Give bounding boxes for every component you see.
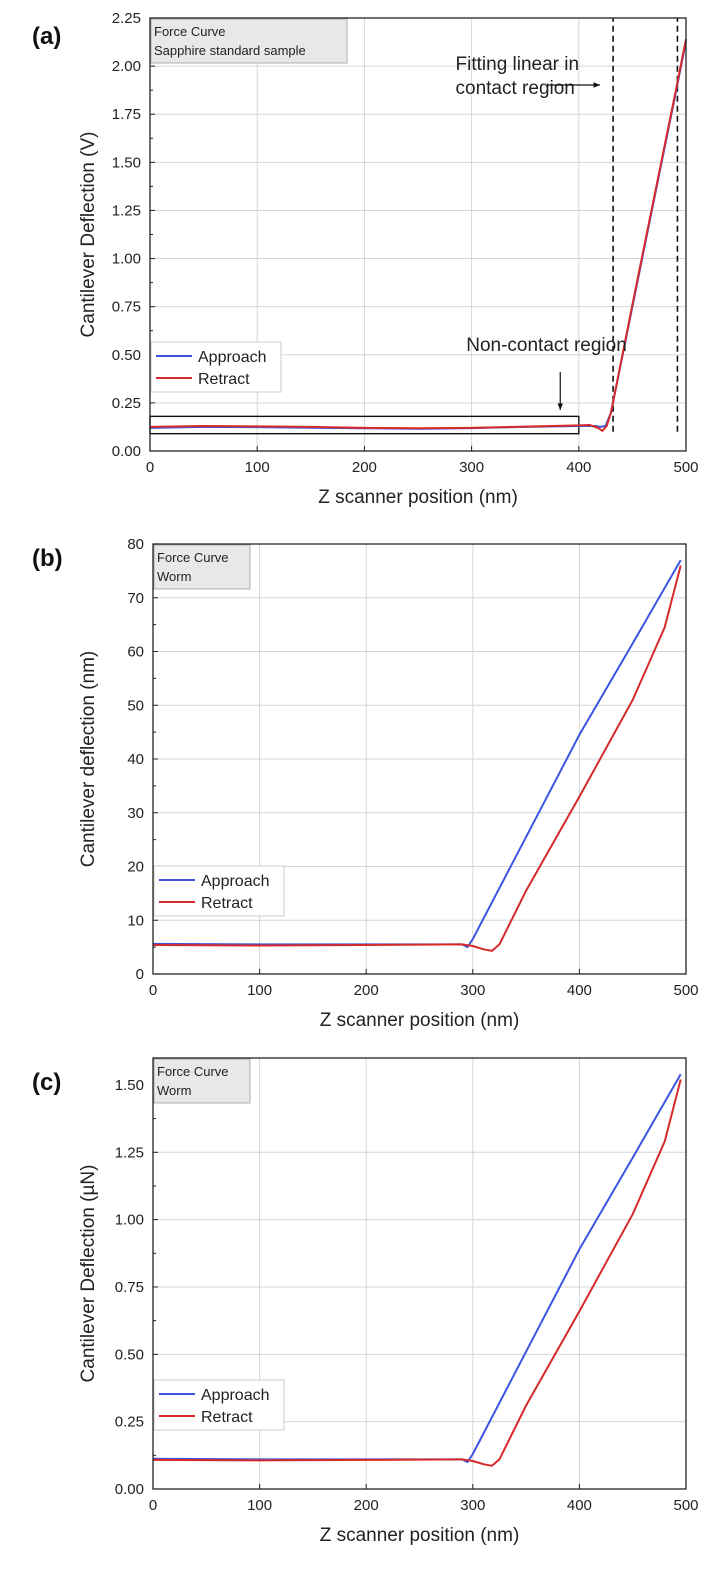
y-tick-label: 2.25 [112, 10, 141, 27]
legend-label: Retract [201, 895, 253, 912]
title-box-line: Worm [157, 1083, 191, 1098]
x-tick-label: 100 [245, 459, 270, 476]
y-axis-title: Cantilever Deflection (µN) [78, 1165, 99, 1383]
x-tick-label: 400 [567, 1497, 592, 1514]
y-tick-label: 80 [127, 536, 144, 553]
title-box-line: Sapphire standard sample [154, 43, 306, 58]
x-tick-label: 0 [149, 982, 157, 999]
title-box-line: Worm [157, 569, 191, 584]
title-box [153, 544, 251, 590]
series-line-retract [152, 1079, 682, 1467]
x-tick-label: 500 [673, 459, 698, 476]
y-tick-label: 1.00 [112, 251, 141, 268]
panel-label: (a) [32, 23, 61, 50]
y-axis-title: Cantilever deflection (nm) [78, 651, 99, 867]
y-tick-label: 0.25 [115, 1414, 144, 1431]
y-tick-label: 1.00 [115, 1212, 144, 1229]
title-box-line: Force Curve [157, 1064, 229, 1079]
title-box-line: Force Curve [157, 550, 229, 565]
annotation-text: Fitting linear in [456, 54, 580, 75]
x-tick-label: 300 [460, 982, 485, 999]
y-tick-label: 0.50 [112, 347, 141, 364]
chart-panel-a: (a) 0 100 200 300 400 500 0.00 0.25 0.50 0.75 1.00 1… [32, 10, 699, 508]
y-tick-label: 1.25 [115, 1144, 144, 1161]
y-tick-label: 0.50 [115, 1346, 144, 1363]
x-tick-label: 0 [146, 459, 154, 476]
x-axis-title: Z scanner position (nm) [320, 1525, 520, 1546]
annotation-text: Non-contact region [466, 335, 627, 356]
title-box [150, 18, 348, 64]
x-tick-label: 500 [673, 1497, 698, 1514]
x-tick-label: 100 [247, 1497, 272, 1514]
title-box [153, 1058, 251, 1104]
y-tick-label: 2.00 [112, 58, 141, 75]
x-tick-label: 300 [459, 459, 484, 476]
x-tick-label: 500 [673, 982, 698, 999]
annotation-text: contact region [456, 78, 575, 99]
y-axis-title: Cantilever Deflection (V) [78, 132, 99, 338]
y-tick-label: 0.00 [112, 443, 141, 460]
y-tick-label: 50 [127, 697, 144, 714]
y-tick-label: 1.50 [115, 1077, 144, 1094]
arrow-head-icon [557, 403, 563, 410]
plot-frame [152, 1057, 687, 1490]
x-tick-label: 400 [566, 459, 591, 476]
plot-frame [149, 17, 687, 452]
legend-box [153, 865, 285, 917]
y-tick-label: 30 [127, 805, 144, 822]
x-tick-label: 400 [567, 982, 592, 999]
y-tick-label: 10 [127, 912, 144, 929]
y-tick-label: 1.50 [112, 154, 141, 171]
plot-frame [152, 543, 687, 975]
y-tick-label: 1.75 [112, 106, 141, 123]
y-tick-label: 0.75 [112, 299, 141, 316]
x-tick-label: 200 [354, 982, 379, 999]
y-tick-label: 70 [127, 590, 144, 607]
legend-label: Retract [198, 371, 250, 388]
x-tick-label: 200 [352, 459, 377, 476]
y-tick-label: 0 [136, 966, 144, 983]
series-line-retract [149, 39, 687, 432]
legend-box [150, 341, 282, 393]
legend-label: Approach [201, 1387, 270, 1404]
y-tick-label: 0.00 [115, 1481, 144, 1498]
legend-box [153, 1379, 285, 1431]
panel-label: (c) [32, 1069, 61, 1096]
x-tick-label: 0 [149, 1497, 157, 1514]
x-tick-label: 300 [460, 1497, 485, 1514]
x-tick-label: 200 [354, 1497, 379, 1514]
title-box-line: Force Curve [154, 24, 226, 39]
legend-label: Retract [201, 1409, 253, 1426]
chart-panel-c: (c) 0 100 200 300 400 500 0.00 0.25 0.50 0.75 1.00 1… [32, 1057, 699, 1546]
arrow-head-icon [593, 82, 600, 88]
y-tick-label: 0.25 [112, 395, 141, 412]
panel-label: (b) [32, 545, 63, 572]
chart-panel-b: (b) 0 100 200 300 400 500 0 10 20 30 40 50 60 70 80 Z sc… [32, 536, 699, 1031]
y-tick-label: 0.75 [115, 1279, 144, 1296]
y-tick-label: 1.25 [112, 202, 141, 219]
legend: Approach Retract [150, 341, 282, 393]
x-tick-label: 100 [247, 982, 272, 999]
y-tick-label: 20 [127, 859, 144, 876]
legend-label: Approach [201, 873, 270, 890]
series-line-retract [152, 565, 682, 952]
y-tick-label: 60 [127, 644, 144, 661]
legend: Approach Retract [153, 865, 285, 917]
legend-label: Approach [198, 349, 267, 366]
x-axis-title: Z scanner position (nm) [318, 487, 518, 508]
y-tick-label: 40 [127, 751, 144, 768]
x-axis-title: Z scanner position (nm) [320, 1010, 520, 1031]
legend: Approach Retract [153, 1379, 285, 1431]
